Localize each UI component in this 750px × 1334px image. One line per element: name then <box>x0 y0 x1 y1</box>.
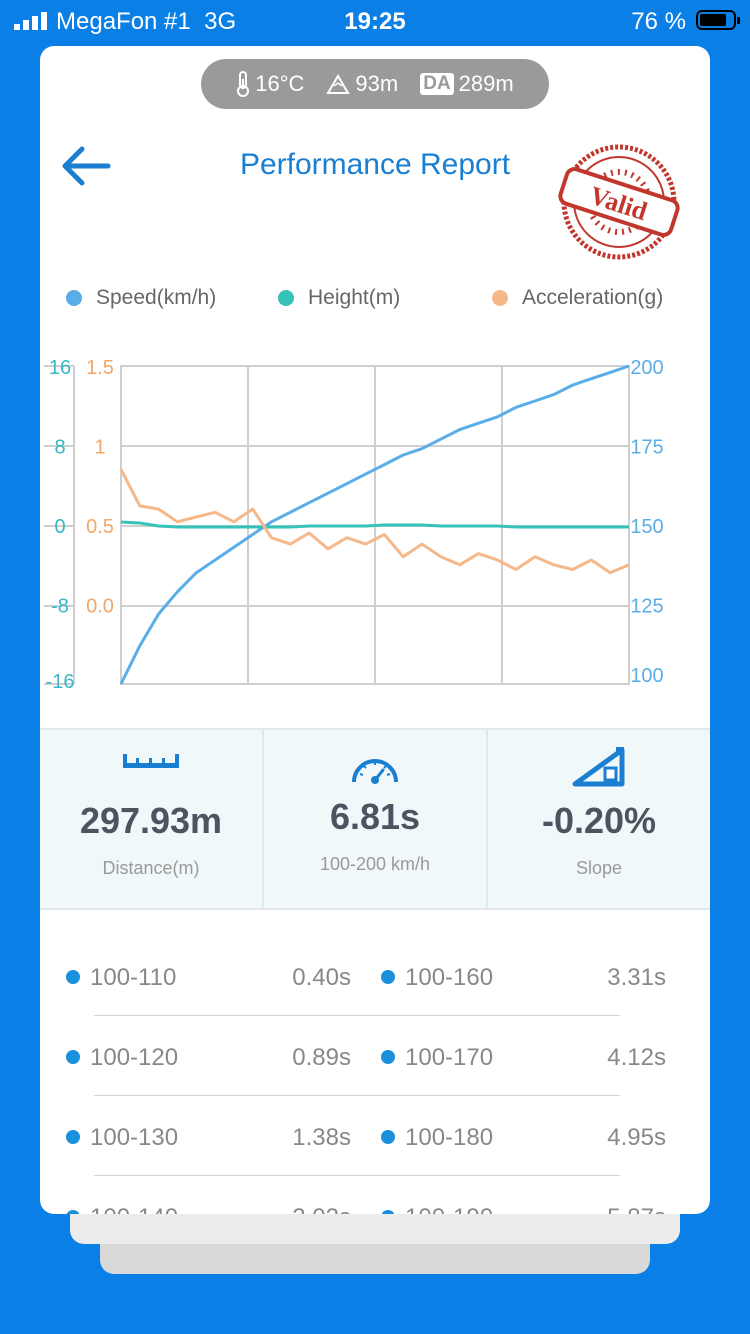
acceleration-tick-label: 1 <box>94 437 105 459</box>
signal-icon <box>14 12 47 30</box>
slope-icon <box>572 747 625 787</box>
status-bar: MegaFon #1 3G 19:25 76 % <box>0 0 750 42</box>
acceleration-tick-label: 0.5 <box>86 516 114 538</box>
height-axis-ticks <box>44 365 74 685</box>
split-range: 100-140 <box>90 1204 178 1214</box>
legend-height-dot <box>278 290 294 306</box>
split-dot <box>381 1050 395 1064</box>
height-tick-label: -16 <box>46 671 75 693</box>
legend-height: Height(m) <box>278 286 400 310</box>
legend-speed: Speed(km/h) <box>66 286 216 310</box>
time-value: 6.81s <box>329 796 421 837</box>
split-dot <box>66 970 80 984</box>
split-divider <box>94 1175 620 1176</box>
split-range: 100-170 <box>405 1044 494 1071</box>
legend-acceleration-dot <box>492 290 508 306</box>
legend-acceleration-label: Acceleration(g) <box>522 286 664 309</box>
stacked-card-back <box>100 1240 650 1274</box>
split-row: 100-110 0.40s 100-160 3.31s <box>40 936 710 1016</box>
page-title: Performance Report <box>239 148 511 181</box>
split-range: 100-130 <box>90 1124 179 1151</box>
density-altitude-info: DA 289m <box>420 71 514 97</box>
split-time: 5.87s <box>607 1204 666 1214</box>
split-dot <box>381 970 395 984</box>
carrier-name: MegaFon #1 <box>56 8 191 35</box>
split-divider <box>94 1095 620 1096</box>
legend-speed-dot <box>66 290 82 306</box>
height-tick-label: 0 <box>54 516 65 538</box>
split-range: 100-120 <box>90 1044 179 1071</box>
split-row: 100-130 1.38s 100-180 4.95s <box>40 1096 710 1176</box>
da-badge: DA <box>420 73 454 95</box>
height-tick-label: 8 <box>54 437 65 459</box>
distance-value: 297.93m <box>79 800 223 841</box>
split-row: 100-120 0.89s 100-170 4.12s <box>40 1016 710 1096</box>
speed-series-line <box>119 364 630 685</box>
split-time: 0.89s <box>292 1044 351 1071</box>
time-label: 100-200 km/h <box>319 854 431 874</box>
valid-stamp-icon: Valid <box>558 144 680 260</box>
split-range: 100-190 <box>405 1204 493 1214</box>
height-series-line <box>120 520 629 529</box>
stat-time: 6.81s 100-200 km/h <box>262 730 486 908</box>
split-dot <box>66 1050 80 1064</box>
split-range: 100-180 <box>405 1124 494 1151</box>
conditions-pill: 16°C 93m DA 289m <box>201 59 549 109</box>
clock: 19:25 <box>344 8 406 35</box>
temperature-info: 16°C <box>236 71 304 97</box>
split-divider <box>94 1015 620 1016</box>
height-tick-label: -8 <box>51 596 69 618</box>
split-time: 3.31s <box>607 964 666 991</box>
altitude-info: 93m <box>326 71 398 97</box>
stats-panel: 297.93m Distance(m) 6.81s 100-200 km/h <box>40 728 710 910</box>
thermometer-icon <box>237 71 250 97</box>
stat-slope: -0.20% Slope <box>486 730 710 908</box>
legend-acceleration: Acceleration(g) <box>492 286 663 310</box>
performance-chart: 16 8 0 -8 -16 1.5 1 0.5 0.0 200 175 150 125 100 <box>44 357 664 693</box>
speed-tick-label: 100 <box>630 665 663 687</box>
split-dot <box>381 1130 395 1144</box>
split-range: 100-160 <box>405 964 494 991</box>
split-dot <box>66 1130 80 1144</box>
carrier-label: MegaFon #1 3G <box>56 8 236 36</box>
back-arrow-icon[interactable] <box>58 144 114 188</box>
speed-tick-label: 175 <box>630 437 663 459</box>
acceleration-series-line <box>119 468 630 575</box>
split-time: 4.95s <box>607 1124 666 1151</box>
split-dot <box>66 1210 80 1214</box>
stat-distance: 297.93m Distance(m) <box>40 730 262 908</box>
acceleration-tick-label: 0.0 <box>86 596 114 618</box>
speed-tick-label: 200 <box>630 357 663 379</box>
battery-icon <box>696 10 740 30</box>
network-type: 3G <box>204 8 237 35</box>
split-time: 0.40s <box>292 964 351 991</box>
split-row: 100-140 2.02s 100-190 5.87s <box>40 1176 710 1214</box>
distance-label: Distance(m) <box>102 858 200 878</box>
slope-label: Slope <box>575 858 623 878</box>
split-time: 2.02s <box>292 1204 351 1214</box>
slope-value: -0.20% <box>541 800 657 841</box>
acceleration-tick-label: 1.5 <box>86 357 114 379</box>
report-card: 16°C 93m DA 289m Performance Report Vali… <box>40 46 710 1214</box>
split-range: 100-110 <box>90 964 177 991</box>
density-altitude-value: 289m <box>458 71 514 96</box>
split-time: 4.12s <box>607 1044 666 1071</box>
split-time: 1.38s <box>292 1124 351 1151</box>
legend-height-label: Height(m) <box>308 286 401 309</box>
stacked-card-middle <box>70 1210 680 1244</box>
height-tick-label: 16 <box>49 357 71 379</box>
speedometer-icon <box>352 759 398 784</box>
ruler-icon <box>123 754 179 768</box>
temperature-value: 16°C <box>255 71 305 96</box>
mountain-icon <box>326 74 351 94</box>
speed-tick-label: 150 <box>630 516 663 538</box>
battery-percent: 76 % <box>631 8 686 35</box>
altitude-value: 93m <box>355 71 399 96</box>
split-dot <box>381 1210 395 1214</box>
legend-speed-label: Speed(km/h) <box>96 286 217 309</box>
speed-tick-label: 125 <box>630 596 663 618</box>
